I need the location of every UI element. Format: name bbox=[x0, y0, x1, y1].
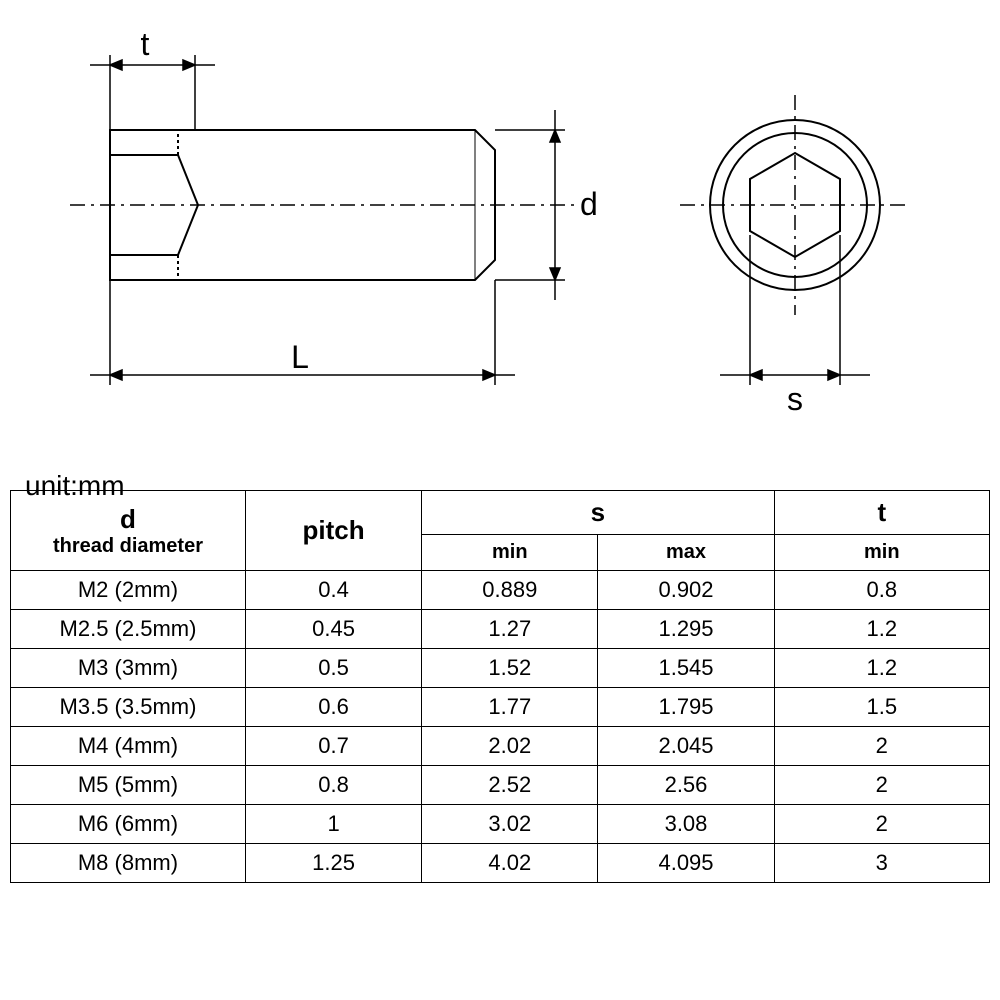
table-cell: M3 (3mm) bbox=[11, 649, 246, 688]
table-row: M6 (6mm)13.023.082 bbox=[11, 805, 990, 844]
table-cell: 0.8 bbox=[245, 766, 421, 805]
table-cell: M2.5 (2.5mm) bbox=[11, 610, 246, 649]
table-row: M2.5 (2.5mm)0.451.271.2951.2 bbox=[11, 610, 990, 649]
table-cell: 1.5 bbox=[774, 688, 989, 727]
table-cell: 2.52 bbox=[422, 766, 598, 805]
table-cell: M5 (5mm) bbox=[11, 766, 246, 805]
table-cell: M2 (2mm) bbox=[11, 571, 246, 610]
table-cell: 1 bbox=[245, 805, 421, 844]
table-cell: 0.7 bbox=[245, 727, 421, 766]
table-cell: 0.889 bbox=[422, 571, 598, 610]
table-header-row: d thread diameter pitch s t bbox=[11, 491, 990, 535]
col-s-min: min bbox=[422, 535, 598, 571]
unit-label: unit:mm bbox=[25, 470, 125, 502]
table-cell: 2.045 bbox=[598, 727, 774, 766]
table-cell: 0.8 bbox=[774, 571, 989, 610]
table-cell: 0.4 bbox=[245, 571, 421, 610]
table-cell: 1.77 bbox=[422, 688, 598, 727]
col-d: d thread diameter bbox=[11, 491, 246, 571]
table-cell: 1.2 bbox=[774, 610, 989, 649]
col-pitch: pitch bbox=[245, 491, 421, 571]
table-body: M2 (2mm)0.40.8890.9020.8M2.5 (2.5mm)0.45… bbox=[11, 571, 990, 883]
technical-diagram: t L d bbox=[0, 0, 1000, 490]
table-cell: M3.5 (3.5mm) bbox=[11, 688, 246, 727]
table-cell: 2 bbox=[774, 766, 989, 805]
diagram-svg: t L d bbox=[0, 0, 1000, 470]
table-cell: 2 bbox=[774, 805, 989, 844]
table-cell: 4.095 bbox=[598, 844, 774, 883]
table-row: M4 (4mm)0.72.022.0452 bbox=[11, 727, 990, 766]
table-cell: 2.56 bbox=[598, 766, 774, 805]
table-row: M3.5 (3.5mm)0.61.771.7951.5 bbox=[11, 688, 990, 727]
table-cell: M4 (4mm) bbox=[11, 727, 246, 766]
table-cell: 1.295 bbox=[598, 610, 774, 649]
table-cell: M8 (8mm) bbox=[11, 844, 246, 883]
table-cell: 1.52 bbox=[422, 649, 598, 688]
table-cell: 0.902 bbox=[598, 571, 774, 610]
table-row: M8 (8mm)1.254.024.0953 bbox=[11, 844, 990, 883]
table-row: M5 (5mm)0.82.522.562 bbox=[11, 766, 990, 805]
table-cell: 3.08 bbox=[598, 805, 774, 844]
table-cell: 1.25 bbox=[245, 844, 421, 883]
label-d: d bbox=[580, 186, 598, 222]
col-s-max: max bbox=[598, 535, 774, 571]
table-cell: 3.02 bbox=[422, 805, 598, 844]
spec-table: d thread diameter pitch s t min max min … bbox=[10, 490, 990, 883]
table-cell: 2 bbox=[774, 727, 989, 766]
table-row: M2 (2mm)0.40.8890.9020.8 bbox=[11, 571, 990, 610]
table-row: M3 (3mm)0.51.521.5451.2 bbox=[11, 649, 990, 688]
table-cell: 1.545 bbox=[598, 649, 774, 688]
table-cell: 1.2 bbox=[774, 649, 989, 688]
table-cell: 4.02 bbox=[422, 844, 598, 883]
col-t: t bbox=[774, 491, 989, 535]
table-cell: 2.02 bbox=[422, 727, 598, 766]
label-t: t bbox=[141, 26, 150, 62]
col-t-min: min bbox=[774, 535, 989, 571]
label-s: s bbox=[787, 381, 803, 417]
col-s: s bbox=[422, 491, 774, 535]
table-cell: 0.5 bbox=[245, 649, 421, 688]
table-cell: M6 (6mm) bbox=[11, 805, 246, 844]
spec-table-container: d thread diameter pitch s t min max min … bbox=[0, 490, 1000, 883]
table-cell: 1.795 bbox=[598, 688, 774, 727]
table-cell: 0.6 bbox=[245, 688, 421, 727]
table-cell: 3 bbox=[774, 844, 989, 883]
table-cell: 1.27 bbox=[422, 610, 598, 649]
label-L: L bbox=[291, 339, 309, 375]
table-cell: 0.45 bbox=[245, 610, 421, 649]
